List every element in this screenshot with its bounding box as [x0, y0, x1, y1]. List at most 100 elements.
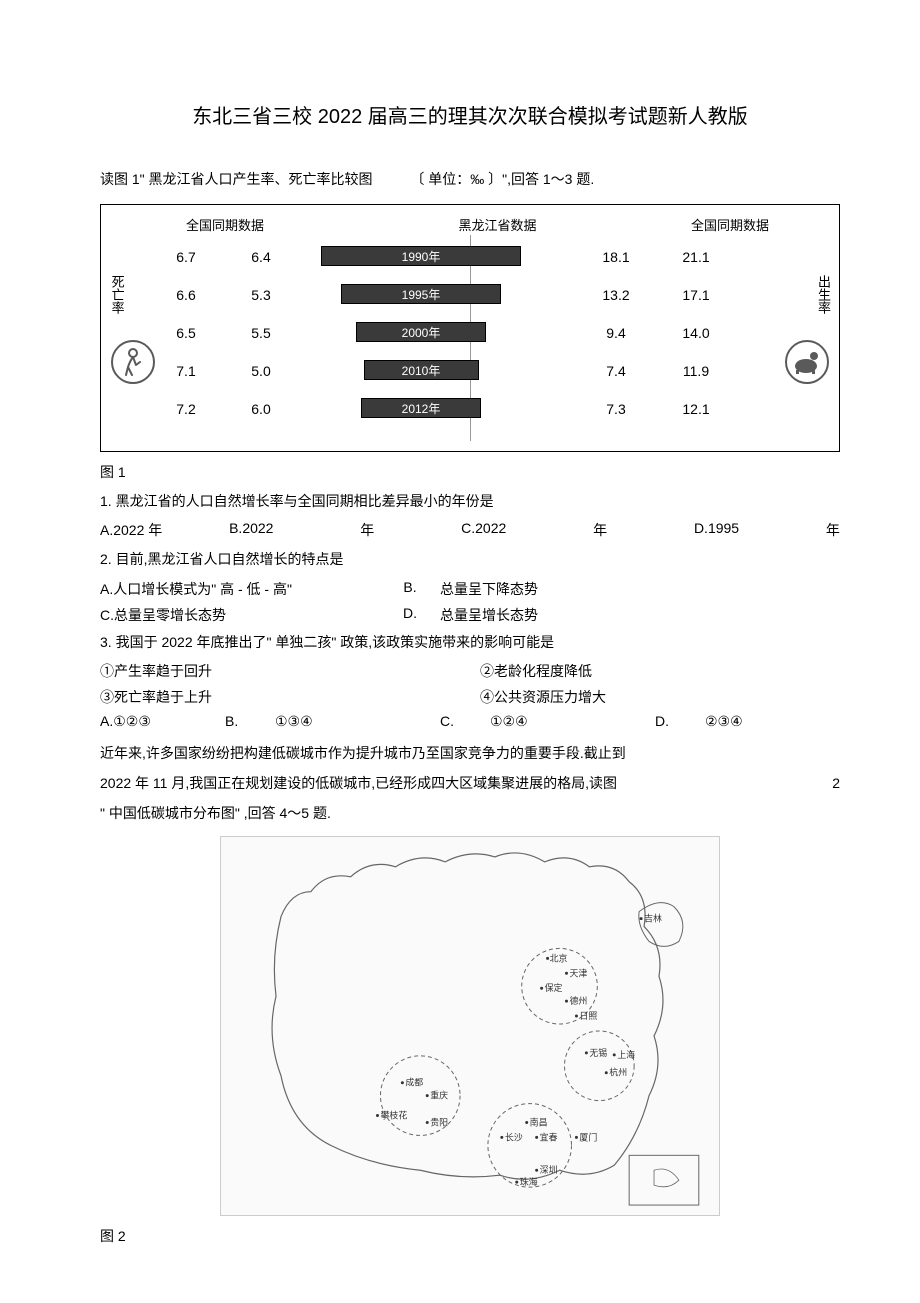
- q3-opt-d-label: D.: [655, 713, 695, 730]
- passage-line1: 近年来,许多国家纷纷把构建低碳城市作为提升城市乃至国家竞争力的重要手段.截止到: [100, 742, 840, 766]
- nat-death-value: 6.7: [141, 249, 231, 265]
- year-bar-wrap: 1990年: [291, 246, 551, 268]
- svg-text:南昌: 南昌: [530, 1116, 548, 1127]
- svg-text:上海: 上海: [617, 1048, 635, 1059]
- q3-s1: ①产生率趋于回升: [100, 661, 480, 681]
- hlj-death-value: 5.0: [231, 363, 291, 379]
- svg-text:成都: 成都: [405, 1076, 423, 1087]
- q1-options: A.2022 年 B.2022 年 C.2022 年 D.1995 年: [100, 520, 840, 540]
- page-title: 东北三省三校 2022 届高三的理其次次联合模拟考试题新人教版: [100, 100, 840, 129]
- hlj-birth-value: 18.1: [551, 249, 651, 265]
- q3-statements-12: ①产生率趋于回升 ②老龄化程度降低: [100, 661, 840, 681]
- q2-row-cd: C.总量呈零增长态势 D. 总量呈增长态势: [100, 605, 840, 625]
- year-bar: 2000年: [356, 322, 486, 342]
- china-map-svg: 吉林 北京 天津 保定 德州 日照 无锡 上海 杭州 成都 重庆 攀枝花 贵阳 …: [221, 837, 719, 1215]
- chart-header-left: 全国同期数据: [186, 215, 264, 234]
- passage-line3: " 中国低碳城市分布图" ,回答 4～5 题.: [100, 802, 840, 826]
- hlj-birth-value: 9.4: [551, 325, 651, 341]
- chart-header-right: 全国同期数据: [691, 215, 769, 234]
- hlj-death-value: 5.5: [231, 325, 291, 341]
- q1-opt-c-suffix: 年: [593, 520, 607, 540]
- svg-text:北京: 北京: [550, 952, 568, 963]
- year-bar: 2012年: [361, 398, 481, 418]
- svg-text:吉林: 吉林: [644, 912, 662, 923]
- q1-opt-c-label: C.2022: [461, 520, 506, 540]
- q3-stem: 3. 我国于 2022 年底推出了" 单独二孩" 政策,该政策实施带来的影响可能…: [100, 631, 840, 653]
- svg-text:长沙: 长沙: [505, 1131, 523, 1142]
- chart-side-label-birth: 出生率: [815, 275, 831, 314]
- nat-death-value: 7.2: [141, 401, 231, 417]
- passage-line2-text: 2022 年 11 月,我国正在规划建设的低碳城市,已经形成四大区域集聚进展的格…: [100, 772, 617, 796]
- year-bar-wrap: 2012年: [291, 398, 551, 420]
- q2-stem: 2. 目前,黑龙江省人口自然增长的特点是: [100, 548, 840, 570]
- hlj-birth-value: 7.3: [551, 401, 651, 417]
- year-bar: 1995年: [341, 284, 501, 304]
- chart-row: 7.15.02010年7.411.9: [121, 360, 819, 382]
- svg-text:日照: 日照: [579, 1011, 597, 1021]
- q3-opt-d: ②③④: [705, 713, 743, 730]
- hlj-birth-value: 7.4: [551, 363, 651, 379]
- year-bar-wrap: 2000年: [291, 322, 551, 344]
- intro-unit: 〔 单位：‰ 〕",回答 1～3 题.: [410, 171, 594, 187]
- q3-opt-c: ①②④: [490, 713, 645, 730]
- q1-opt-d-suffix: 年: [826, 520, 840, 540]
- q2-row-ab: A.人口增长模式为" 高 - 低 - 高" B. 总量呈下降态势: [100, 579, 840, 599]
- q2-opt-d: 总量呈增长态势: [440, 605, 840, 625]
- nat-death-value: 6.6: [141, 287, 231, 303]
- q3-statements-34: ③死亡率趋于上升 ④公共资源压力增大: [100, 687, 840, 707]
- q2-opt-c: C.总量呈零增长态势: [100, 605, 380, 625]
- nat-birth-value: 21.1: [651, 249, 741, 265]
- q1-opt-b-suffix: 年: [360, 520, 374, 540]
- death-icon: [111, 340, 155, 384]
- figure-1-caption: 图 1: [100, 462, 840, 482]
- chart-row: 6.65.3 1995年 13.217.1: [121, 284, 819, 306]
- hlj-birth-value: 13.2: [551, 287, 651, 303]
- svg-text:厦门: 厦门: [579, 1131, 597, 1142]
- intro-line: 读图 1" 黑龙江省人口产生率、死亡率比较图 〔 单位：‰ 〕",回答 1～3 …: [100, 169, 840, 189]
- nat-birth-value: 12.1: [651, 401, 741, 417]
- svg-text:天津: 天津: [569, 968, 587, 978]
- svg-text:无锡: 无锡: [589, 1047, 607, 1057]
- q1-opt-b-label: B.2022: [229, 520, 273, 540]
- chart-header: 全国同期数据 黑龙江省数据 全国同期数据: [121, 215, 819, 234]
- svg-text:杭州: 杭州: [609, 1066, 627, 1077]
- birth-icon: [785, 340, 829, 384]
- nat-birth-value: 11.9: [651, 363, 741, 379]
- year-bar-wrap: 2010年: [291, 360, 551, 382]
- q2-opt-b: 总量呈下降态势: [440, 579, 840, 599]
- intro-prefix: 读图 1" 黑龙江省人口产生率、死亡率比较图: [100, 171, 373, 187]
- q2-opt-a: A.人口增长模式为" 高 - 低 - 高": [100, 579, 380, 599]
- hlj-death-value: 6.4: [231, 249, 291, 265]
- nat-birth-value: 14.0: [651, 325, 741, 341]
- svg-text:攀枝花: 攀枝花: [380, 1109, 407, 1120]
- q3-s2: ②老龄化程度降低: [480, 661, 592, 681]
- figure-2-caption: 图 2: [100, 1226, 840, 1246]
- q1-stem: 1. 黑龙江省的人口自然增长率与全国同期相比差异最小的年份是: [100, 490, 840, 512]
- year-bar-wrap: 1995年: [291, 284, 551, 306]
- svg-text:重庆: 重庆: [430, 1089, 448, 1100]
- q1-opt-d-label: D.1995: [694, 520, 739, 540]
- q3-s3: ③死亡率趋于上升: [100, 687, 480, 707]
- q1-opt-a: A.2022 年: [100, 520, 162, 540]
- q3-opt-a: A.①②③: [100, 713, 215, 730]
- passage-line2: 2022 年 11 月,我国正在规划建设的低碳城市,已经形成四大区域集聚进展的格…: [100, 772, 840, 796]
- q3-s4: ④公共资源压力增大: [480, 687, 606, 707]
- svg-text:深圳: 深圳: [540, 1165, 558, 1175]
- chart-row: 6.55.5 2000年 9.414.0: [121, 322, 819, 344]
- nat-birth-value: 17.1: [651, 287, 741, 303]
- svg-text:德州: 德州: [569, 995, 587, 1006]
- china-map-figure: 吉林 北京 天津 保定 德州 日照 无锡 上海 杭州 成都 重庆 攀枝花 贵阳 …: [220, 836, 720, 1216]
- hlj-death-value: 5.3: [231, 287, 291, 303]
- q3-opt-b: ①③④: [275, 713, 430, 730]
- q2-opt-b-label: B.: [380, 579, 440, 599]
- year-bar: 2010年: [364, 360, 479, 380]
- q3-options: A.①②③ B. ①③④ C. ①②④ D. ②③④: [100, 713, 840, 730]
- chart-side-label-death: 死亡率: [109, 275, 125, 314]
- nat-death-value: 6.5: [141, 325, 231, 341]
- chart-row: 6.76.41990年18.121.1: [121, 246, 819, 268]
- passage-line2-num: 2: [832, 772, 840, 796]
- hlj-death-value: 6.0: [231, 401, 291, 417]
- q3-opt-c-label: C.: [440, 713, 480, 730]
- chart-figure-1: 全国同期数据 黑龙江省数据 全国同期数据 死亡率 出生率 6.76.41990年…: [100, 204, 840, 452]
- svg-text:宜春: 宜春: [540, 1131, 558, 1142]
